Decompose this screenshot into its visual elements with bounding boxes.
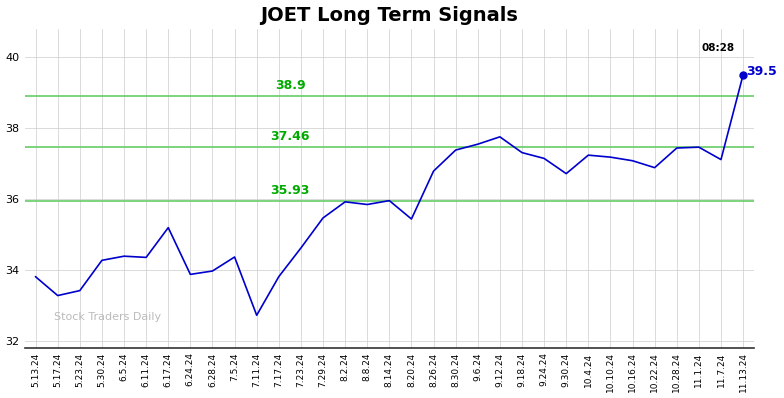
- Text: 08:28: 08:28: [701, 43, 735, 53]
- Text: 35.93: 35.93: [270, 184, 310, 197]
- Text: 38.9: 38.9: [275, 79, 306, 92]
- Text: 37.46: 37.46: [270, 130, 310, 143]
- Text: 39.5: 39.5: [746, 65, 777, 78]
- Title: JOET Long Term Signals: JOET Long Term Signals: [260, 6, 518, 25]
- Text: Stock Traders Daily: Stock Traders Daily: [54, 312, 161, 322]
